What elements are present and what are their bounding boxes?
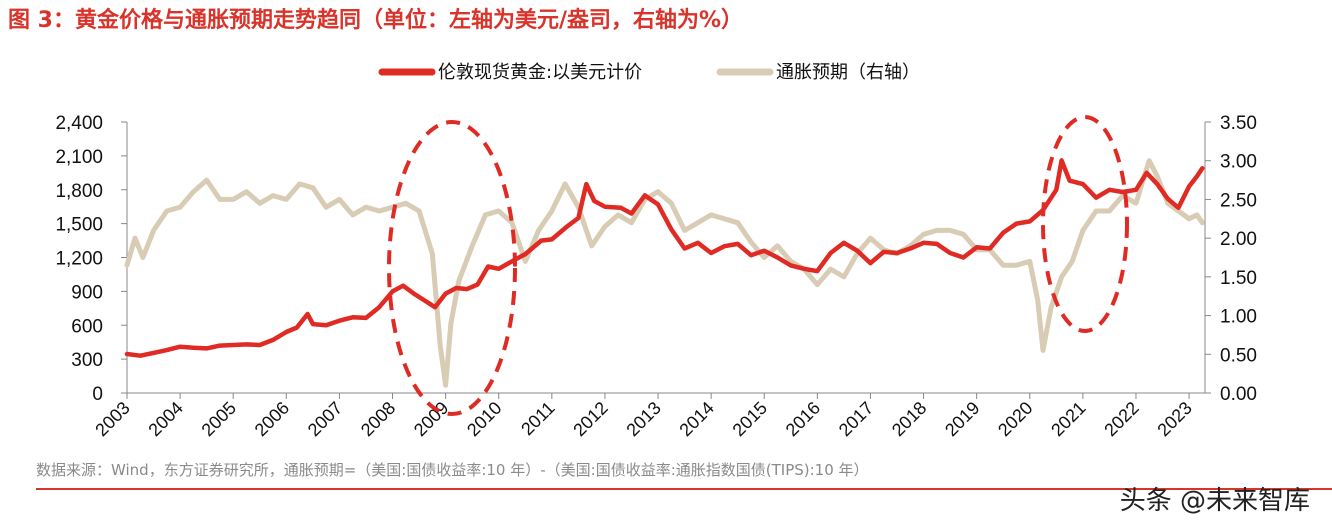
right-y-tick-label: 1.50 bbox=[1220, 268, 1257, 289]
left-y-tick-label: 0 bbox=[92, 384, 103, 405]
right-y-tick-label: 2.50 bbox=[1220, 190, 1257, 211]
x-tick-label: 2012 bbox=[569, 398, 611, 440]
right-y-tick-labels: 0.00 0.50 1.00 1.50 2.00 2.50 3.00 3.50 bbox=[1205, 113, 1257, 405]
right-y-tick-label: 0.00 bbox=[1220, 384, 1257, 405]
x-tick-label: 2014 bbox=[676, 398, 718, 440]
series-line-gold-price bbox=[124, 158, 1205, 358]
highlight-ellipse-2020-2021 bbox=[1041, 115, 1129, 333]
x-tick-label: 2020 bbox=[994, 398, 1036, 440]
series-line-inflation-expectation bbox=[124, 158, 1205, 388]
x-tick-label: 2019 bbox=[941, 398, 983, 440]
x-tick-label: 2005 bbox=[198, 398, 240, 440]
right-y-tick-label: 3.50 bbox=[1220, 113, 1257, 134]
right-y-tick-label: 3.00 bbox=[1220, 152, 1257, 173]
chart: 伦敦现货黄金:以美元计价 通胀预期（右轴） 0 300 600 900 1,200 1,5… bbox=[55, 62, 1257, 440]
source-note: 数据来源：Wind，东方证券研究所，通胀预期=（美国:国债收益率:10 年）-（… bbox=[36, 461, 869, 479]
chart-title: 图 3：黄金价格与通胀预期走势趋同（单位：左轴为美元/盎司，右轴为%） bbox=[8, 8, 744, 33]
x-tick-label: 2007 bbox=[304, 398, 346, 440]
left-y-tick-label: 300 bbox=[71, 350, 103, 371]
left-y-tick-label: 1,800 bbox=[55, 181, 103, 202]
left-y-tick-label: 600 bbox=[71, 316, 103, 337]
right-y-tick-label: 2.00 bbox=[1220, 229, 1257, 250]
left-y-tick-label: 900 bbox=[71, 282, 103, 303]
x-tick-label: 2013 bbox=[622, 398, 664, 440]
left-y-tick-label: 2,100 bbox=[55, 147, 103, 168]
footer-divider bbox=[36, 488, 1332, 490]
x-tick-label: 2010 bbox=[463, 398, 505, 440]
highlight-ellipse-2008-2009 bbox=[387, 120, 517, 416]
x-tick-label: 2006 bbox=[251, 398, 293, 440]
x-tick-label: 2008 bbox=[357, 398, 399, 440]
legend: 伦敦现货黄金:以美元计价 通胀预期（右轴） bbox=[378, 62, 920, 83]
legend-label-inflation: 通胀预期（右轴） bbox=[776, 62, 920, 83]
x-tick-labels: 2003 2004 2005 2006 2007 2008 2009 2010 2011 2012… bbox=[91, 393, 1196, 440]
right-y-tick-label: 1.00 bbox=[1220, 307, 1257, 328]
legend-label-gold: 伦敦现货黄金:以美元计价 bbox=[438, 62, 642, 83]
left-y-tick-label: 1,200 bbox=[55, 249, 103, 270]
x-tick-label: 2023 bbox=[1153, 398, 1195, 440]
x-tick-label: 2021 bbox=[1047, 398, 1089, 440]
x-tick-label: 2011 bbox=[517, 398, 559, 440]
x-tick-label: 2015 bbox=[729, 398, 771, 440]
watermark: 头条 @未来智库 bbox=[1119, 486, 1310, 516]
left-y-tick-label: 1,500 bbox=[55, 215, 103, 236]
x-tick-label: 2022 bbox=[1100, 398, 1142, 440]
x-tick-label: 2004 bbox=[144, 398, 186, 440]
x-tick-label: 2016 bbox=[782, 398, 824, 440]
x-tick-label: 2018 bbox=[888, 398, 930, 440]
series-layer bbox=[124, 158, 1205, 388]
annotations bbox=[387, 115, 1129, 416]
left-y-tick-label: 2,400 bbox=[55, 113, 103, 134]
left-y-tick-labels: 0 300 600 900 1,200 1,500 1,800 2,100 2,400 bbox=[55, 113, 127, 405]
x-tick-label: 2017 bbox=[835, 398, 877, 440]
right-y-tick-label: 0.50 bbox=[1220, 345, 1257, 366]
